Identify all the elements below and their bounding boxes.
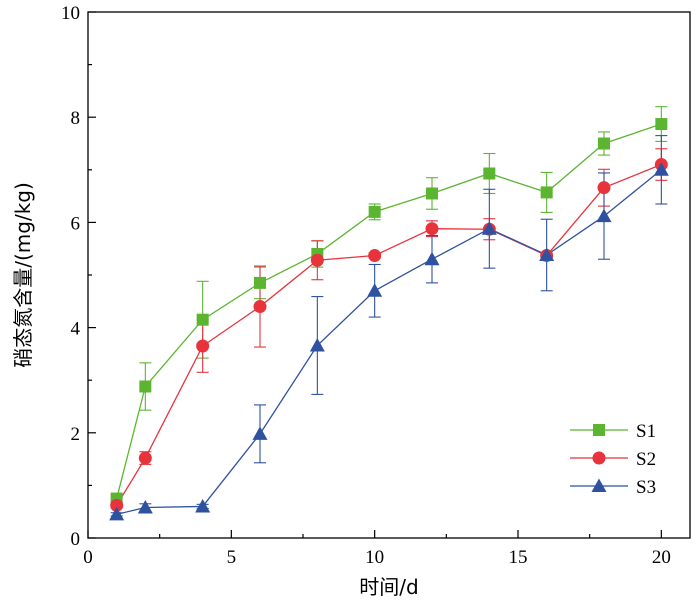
data-point-s2: [310, 253, 324, 267]
data-point-s3: [653, 162, 669, 176]
x-tick-label: 15: [509, 547, 528, 568]
legend-marker-s2: [592, 451, 606, 465]
data-point-s2: [425, 222, 439, 236]
data-point-s1: [540, 186, 553, 199]
data-point-s3: [481, 221, 497, 235]
data-point-s3: [195, 498, 211, 513]
legend: S1 S2 S3: [570, 421, 656, 498]
data-point-s1: [139, 380, 152, 393]
data-point-s3: [596, 208, 612, 223]
legend-marker-s3: [591, 478, 607, 492]
y-axis-title: 硝态氮含量/(mg/kg): [11, 182, 35, 368]
series-line-s2: [116, 163, 662, 506]
series-markers: [109, 118, 669, 521]
data-point-s2: [110, 498, 124, 512]
data-point-s1: [483, 167, 496, 180]
data-point-s2: [368, 249, 382, 263]
y-tick-label: 10: [61, 3, 80, 24]
data-point-s1: [196, 313, 209, 326]
data-point-s2: [138, 451, 152, 465]
data-point-s3: [367, 283, 383, 297]
y-tick-label: 8: [71, 108, 81, 129]
error-bars: [110, 106, 668, 517]
legend-label-s2: S2: [636, 449, 656, 470]
data-point-s3: [109, 506, 125, 521]
legend-label-s1: S1: [636, 421, 656, 442]
data-point-s3: [539, 247, 555, 262]
legend-marker-s1: [593, 424, 605, 436]
data-point-s3: [424, 251, 440, 266]
data-point-s1: [254, 276, 266, 289]
data-point-s1: [598, 137, 610, 150]
y-tick-label: 0: [71, 529, 81, 550]
data-point-s2: [597, 181, 611, 195]
y-tick-label: 6: [71, 213, 81, 234]
data-point-s2: [196, 339, 210, 353]
data-point-s3: [137, 499, 153, 514]
x-tick-label: 20: [652, 547, 671, 568]
data-point-s1: [426, 187, 438, 200]
data-point-s1: [655, 118, 668, 131]
x-axis-title: 时间/d: [359, 575, 418, 599]
data-point-s3: [309, 337, 325, 352]
x-tick-label: 10: [365, 547, 384, 568]
data-point-s1: [368, 205, 381, 218]
legend-label-s3: S3: [636, 477, 656, 498]
y-tick-label: 4: [71, 319, 81, 340]
x-tick-label: 0: [83, 547, 93, 568]
data-point-s3: [252, 426, 268, 440]
series-line-s1: [116, 123, 662, 499]
data-point-s2: [253, 300, 267, 314]
axis-ticks: 0 5 10 15 20 0 2 4 6 8 10: [61, 3, 671, 568]
x-tick-label: 5: [227, 547, 237, 568]
y-tick-label: 2: [71, 424, 81, 445]
